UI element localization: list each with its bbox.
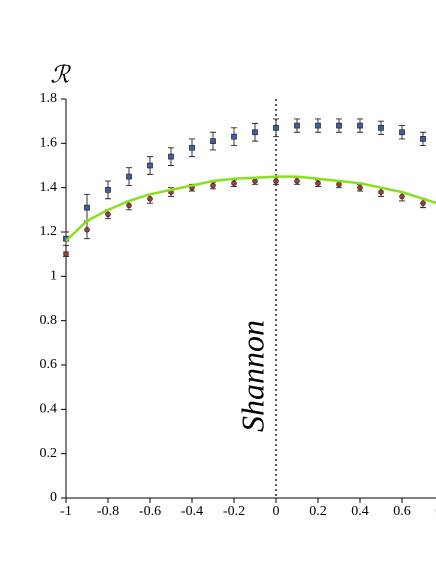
marker [105,211,111,218]
y-tick-label: 0.4 [40,402,58,417]
x-tick-label: -1 [60,504,72,519]
marker [315,180,321,186]
marker [399,193,405,200]
y-tick-label: 1.2 [40,224,58,239]
marker [420,136,426,142]
marker [147,196,153,202]
marker [357,184,363,191]
marker [126,202,132,209]
x-tick-label: 0 [273,504,280,519]
marker [252,178,258,184]
marker [168,153,174,160]
marker [336,122,342,129]
y-tick-label: 1 [50,269,57,284]
y-tick-label: 1.6 [40,136,58,151]
marker [294,178,300,184]
marker [357,122,363,129]
marker [378,124,384,131]
y-tick-label: 1.4 [40,180,58,195]
marker [63,251,69,257]
marker [189,144,195,151]
x-tick-label: -0.6 [139,504,161,519]
marker [336,181,342,188]
annotation: Shannon [234,320,270,432]
marker [252,129,258,136]
marker [210,138,216,144]
y-tick-label: 0.2 [40,446,58,461]
x-tick-label: -0.4 [181,504,203,519]
y-tick-label: 0.8 [40,313,58,328]
marker [420,200,426,206]
y-tick-label: 1.8 [40,91,58,106]
y-tick-label: 0.6 [40,357,58,372]
marker [273,124,279,131]
marker [294,122,300,129]
x-tick-label: 0.2 [309,504,327,519]
marker [126,173,132,180]
x-tick-label: 0.6 [393,504,411,519]
y-axis-label: ℛ [50,61,71,89]
x-tick-label: 0.4 [351,504,369,519]
marker [231,133,237,140]
marker [273,178,279,184]
marker [315,122,321,129]
marker [147,162,153,169]
marker [378,189,384,195]
marker [105,187,111,193]
y-tick-label: 0 [50,490,57,505]
x-tick-label: -0.8 [97,504,119,519]
x-tick-label: -0.2 [223,504,245,519]
marker [210,182,216,189]
curve [65,175,436,242]
marker [231,180,237,186]
marker [84,204,90,211]
marker [399,129,405,136]
marker [84,227,90,233]
